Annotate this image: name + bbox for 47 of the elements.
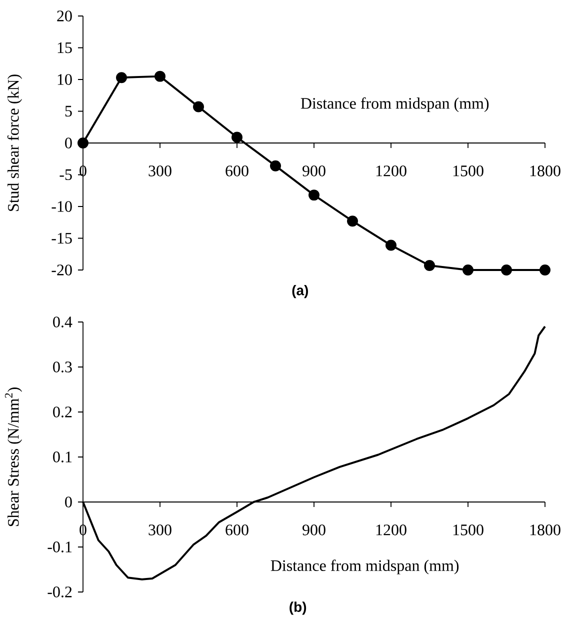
y-tick-label: 0.4 <box>53 316 72 328</box>
y-tick-label: -0.1 <box>48 542 72 552</box>
x-tick-label: 300 <box>148 524 172 536</box>
point <box>462 264 474 276</box>
text: (b) <box>290 602 306 615</box>
y-axis-title: Shear Stress (N/mm$^{2}$) <box>4 388 22 526</box>
x-tick-label: 300 <box>148 166 172 176</box>
y-tick-label: -10 <box>52 201 72 212</box>
y-tick-label: -0.2 <box>48 586 72 598</box>
point <box>347 216 358 227</box>
y-tick-label: 0 <box>65 138 72 148</box>
point <box>386 240 396 251</box>
x-tick-label: 1200 <box>376 524 406 536</box>
text: (a) <box>292 285 308 298</box>
point <box>308 190 320 201</box>
point <box>501 264 512 276</box>
point <box>424 260 435 272</box>
y-tick-label: 20 <box>57 10 72 22</box>
y-tick-label: 0 <box>65 496 72 508</box>
point <box>193 101 204 112</box>
x-tick-label: 900 <box>302 524 326 536</box>
point <box>154 70 166 82</box>
y-tick-label: -15 <box>52 232 72 244</box>
point <box>540 264 550 276</box>
x-tick-label: 1500 <box>453 524 484 536</box>
x-axis-title: Distance from midspan (mm) <box>300 97 489 112</box>
point <box>270 160 281 172</box>
x-tick-label: 600 <box>226 166 248 176</box>
point <box>78 137 88 148</box>
y-tick-label: 5 <box>65 106 72 117</box>
y-tick-label: 0.1 <box>53 452 72 462</box>
y-tick-label: -5 <box>60 169 72 180</box>
point <box>116 72 127 84</box>
y-tick-label: -20 <box>52 264 72 276</box>
x-tick-label: 600 <box>226 524 248 536</box>
y-tick-label: 0.3 <box>53 362 72 372</box>
x-tick-label: 1800 <box>530 166 560 176</box>
y-axis-title: Stud shear force (kN) <box>7 74 22 211</box>
x-tick-label: 1800 <box>530 524 560 536</box>
x-tick-label: 1500 <box>453 166 484 176</box>
y-tick-label: 0.2 <box>53 406 72 418</box>
y-tick-label: 15 <box>58 42 72 54</box>
y-tick-label: 10 <box>58 74 72 85</box>
point <box>232 132 242 143</box>
x-axis-title: Distance from midspan (mm) <box>270 560 459 574</box>
x-tick-label: 1200 <box>376 166 406 176</box>
x-tick-label: 900 <box>302 166 326 176</box>
